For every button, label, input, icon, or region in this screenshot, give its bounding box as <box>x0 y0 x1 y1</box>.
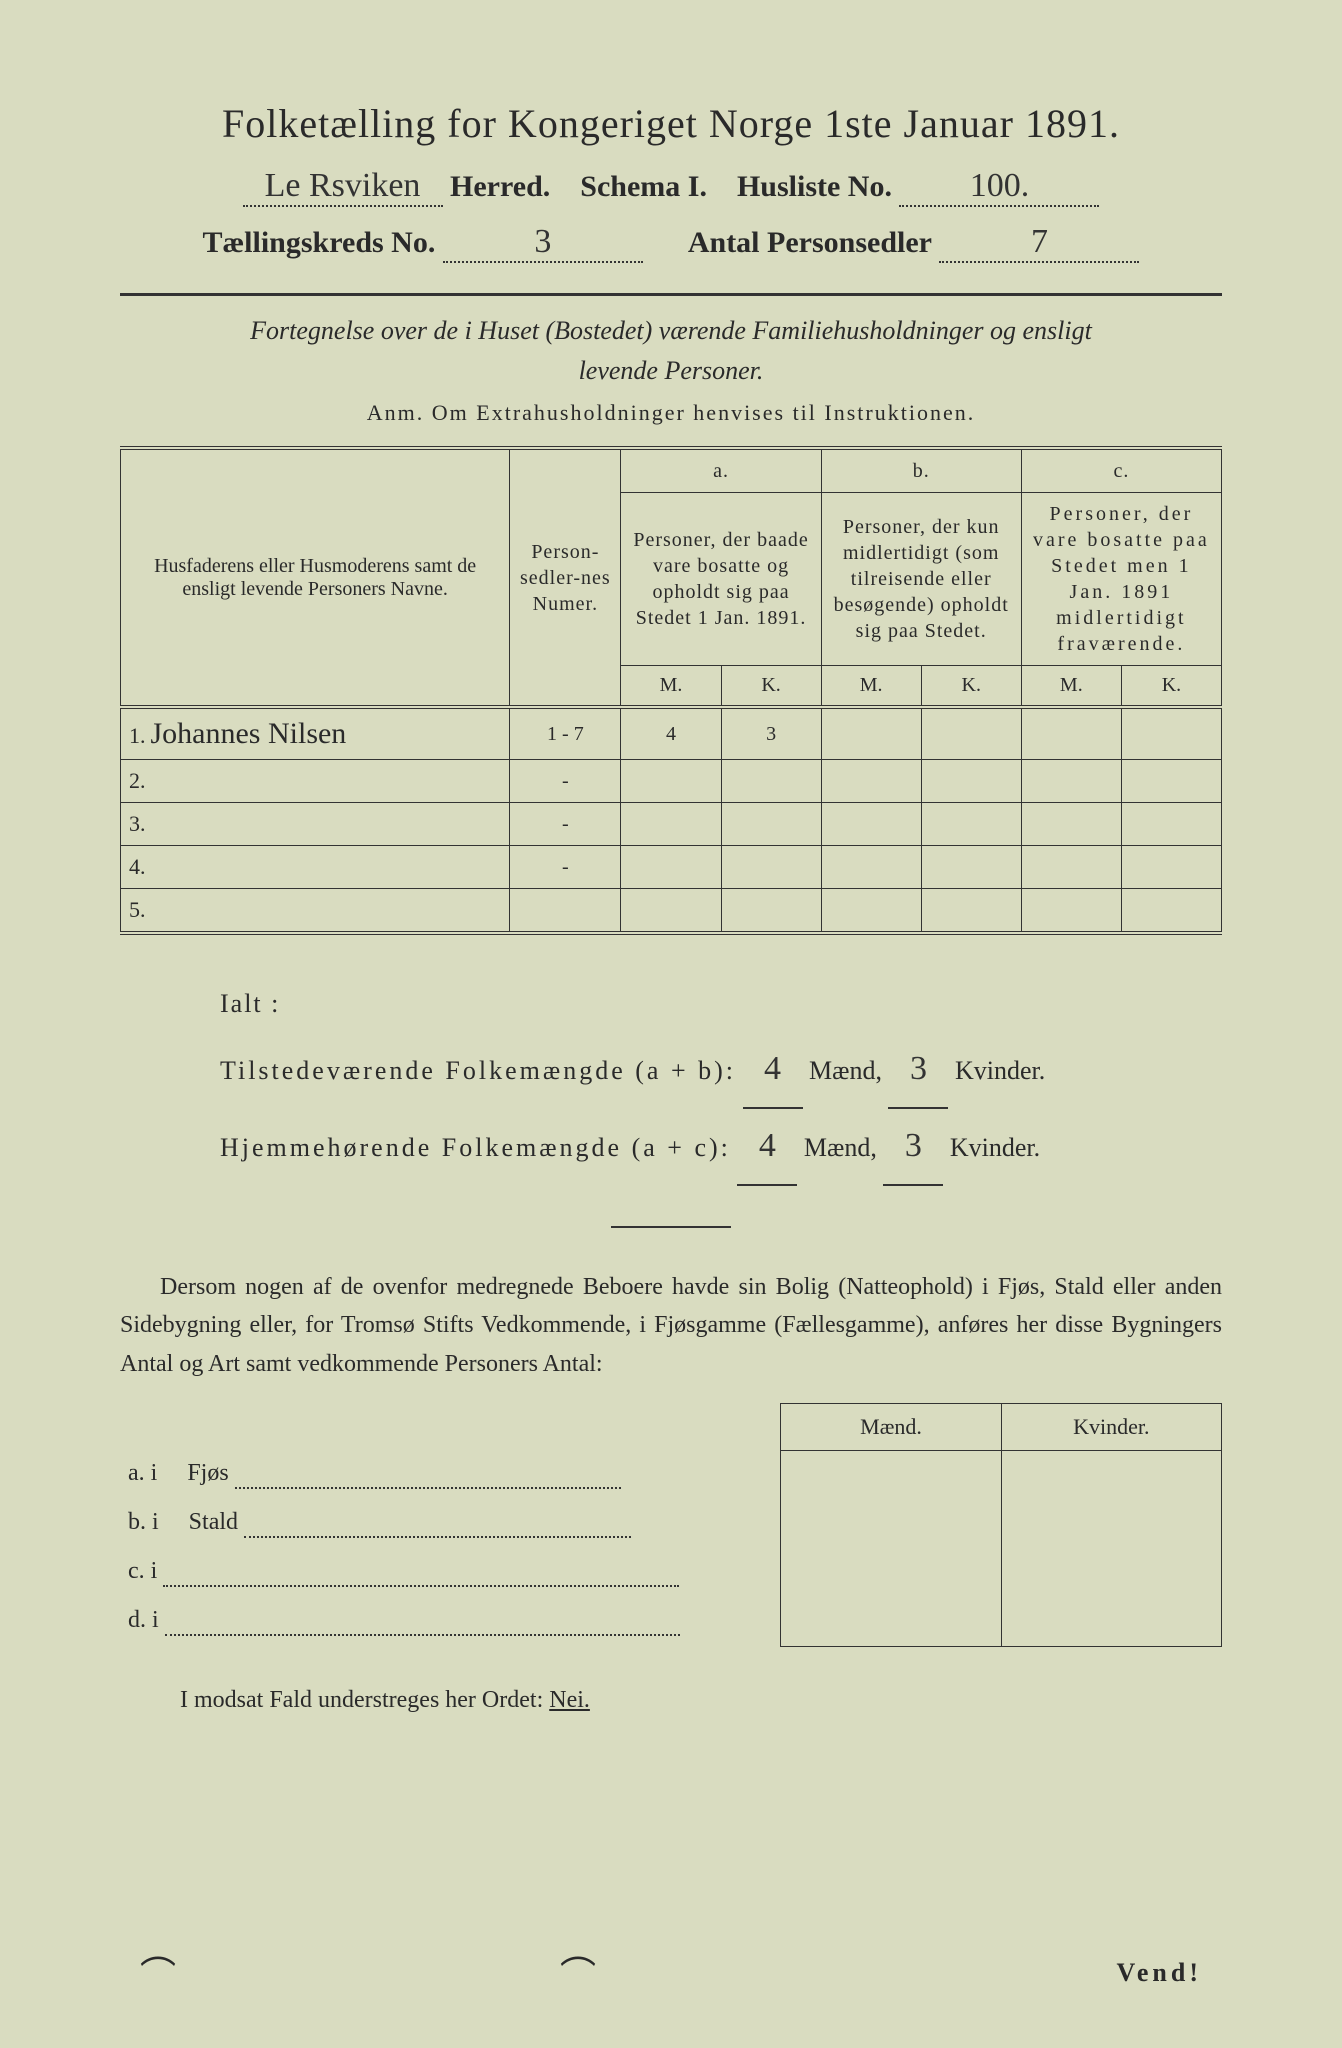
col-a-k: K. <box>721 666 821 708</box>
paragraph: Dersom nogen af de ovenfor medregnede Be… <box>120 1268 1222 1383</box>
col-a-m: M. <box>621 666 721 708</box>
antal-label: Antal Personsedler <box>688 226 932 259</box>
table-row: 1. Johannes Nilsen 1 - 7 4 3 <box>121 707 1222 760</box>
herred-label: Herred. <box>450 170 550 203</box>
hjemme-m: 4 <box>737 1109 797 1186</box>
dots <box>163 1558 679 1587</box>
col-c-header: Personer, der vare bosatte paa Stedet me… <box>1021 493 1221 666</box>
row-num: 2. <box>129 768 146 793</box>
schema-label: Schema I. <box>580 170 707 203</box>
row-num: 5. <box>129 897 146 922</box>
side-row: c. i <box>120 1548 1222 1597</box>
husliste-label: Husliste No. <box>737 170 892 203</box>
vend-label: Vend! <box>1116 1958 1202 1988</box>
col-c-top: c. <box>1021 448 1221 493</box>
row-name-text: Johannes Nilsen <box>151 717 347 750</box>
row-bk <box>921 707 1021 760</box>
row-ak: 3 <box>721 707 821 760</box>
side-row: a. i Fjøs <box>120 1450 1222 1499</box>
ialt-label: Ialt : <box>220 975 1222 1032</box>
kreds-value: 3 <box>443 223 643 263</box>
side-row-type: Stald <box>189 1509 238 1535</box>
hjemme-k: 3 <box>883 1109 943 1186</box>
household-table: Husfaderens eller Husmoderens samt de en… <box>120 446 1222 935</box>
footer-nei: Nei. <box>549 1687 590 1713</box>
hjemme-line: Hjemmehørende Folkemængde (a + c): 4 Mæn… <box>220 1109 1222 1186</box>
side-kvinder: Kvinder. <box>1001 1403 1221 1450</box>
table-row: 5. <box>121 889 1222 934</box>
row-name: 4. <box>121 846 510 889</box>
dots <box>235 1460 622 1489</box>
footer-line: I modsat Fald understreges her Ordet: Ne… <box>120 1687 1222 1714</box>
antal-value: 7 <box>939 223 1139 263</box>
col-c-k: K. <box>1121 666 1221 708</box>
kreds-line: Tællingskreds No. 3 Antal Personsedler 7 <box>120 223 1222 263</box>
tilstede-line: Tilstedeværende Folkemængde (a + b): 4 M… <box>220 1032 1222 1109</box>
row-pnum: - <box>510 803 621 846</box>
mark-icon: ⌒ <box>560 1946 596 1998</box>
col-b-top: b. <box>821 448 1021 493</box>
side-row: d. i <box>120 1597 1222 1646</box>
side-row-label: c. i <box>128 1558 157 1584</box>
husliste-value: 100. <box>899 167 1099 207</box>
dots <box>244 1509 631 1538</box>
side-row-label: b. i <box>128 1509 159 1535</box>
kvinder-label: Kvinder. <box>950 1133 1040 1162</box>
col-b-k: K. <box>921 666 1021 708</box>
kreds-label: Tællingskreds No. <box>203 226 436 259</box>
tilstede-m: 4 <box>743 1032 803 1109</box>
census-form-page: Folketælling for Kongeriget Norge 1ste J… <box>0 0 1342 2048</box>
side-maend: Mænd. <box>781 1403 1001 1450</box>
col-name-header: Husfaderens eller Husmoderens samt de en… <box>121 448 510 707</box>
main-title: Folketælling for Kongeriget Norge 1ste J… <box>120 100 1222 147</box>
maend-label: Mænd, <box>809 1056 882 1085</box>
col-c-m: M. <box>1021 666 1121 708</box>
side-building-table: Mænd. Kvinder. a. i Fjøs b. i Stald c. i <box>120 1403 1222 1647</box>
row-name: 1. Johannes Nilsen <box>121 707 510 760</box>
col-a-header: Personer, der baade vare bosatte og opho… <box>621 493 821 666</box>
row-name: 5. <box>121 889 510 934</box>
row-pnum: - <box>510 760 621 803</box>
tilstede-label: Tilstedeværende Folkemængde (a + b): <box>220 1056 736 1085</box>
herred-value: Le Rsviken <box>243 167 443 207</box>
anm-line: Anm. Om Extrahusholdninger henvises til … <box>120 400 1222 426</box>
row-ck <box>1121 707 1221 760</box>
side-row-label: a. i <box>128 1460 157 1486</box>
herred-line: Le Rsviken Herred. Schema I. Husliste No… <box>120 167 1222 207</box>
kvinder-label: Kvinder. <box>955 1056 1045 1085</box>
col-a-top: a. <box>621 448 821 493</box>
row-num: 4. <box>129 854 146 879</box>
row-cm <box>1021 707 1121 760</box>
side-row-label: d. i <box>128 1607 159 1633</box>
col-name-text: Husfaderens eller Husmoderens samt de en… <box>154 555 476 600</box>
table-row: 3. - <box>121 803 1222 846</box>
divider <box>120 293 1222 296</box>
subtitle-line2: levende Personer. <box>120 356 1222 386</box>
row-num: 3. <box>129 811 146 836</box>
table-row: 2. - <box>121 760 1222 803</box>
table-row: 4. - <box>121 846 1222 889</box>
row-pnum: - <box>510 846 621 889</box>
footer-text: I modsat Fald understreges her Ordet: <box>180 1687 543 1713</box>
row-num: 1. <box>129 723 146 748</box>
row-bm <box>821 707 921 760</box>
tilstede-k: 3 <box>888 1032 948 1109</box>
row-am: 4 <box>621 707 721 760</box>
col-b-m: M. <box>821 666 921 708</box>
col-num-header: Person-sedler-nes Numer. <box>510 448 621 707</box>
maend-label: Mænd, <box>804 1133 877 1162</box>
mark-icon: ⌒ <box>140 1946 176 1998</box>
subtitle-line1: Fortegnelse over de i Huset (Bostedet) v… <box>120 316 1222 346</box>
side-row: b. i Stald <box>120 1499 1222 1548</box>
dots <box>165 1607 681 1636</box>
hjemme-label: Hjemmehørende Folkemængde (a + c): <box>220 1133 731 1162</box>
row-name: 3. <box>121 803 510 846</box>
col-b-header: Personer, der kun midlertidigt (som tilr… <box>821 493 1021 666</box>
short-divider <box>611 1226 731 1228</box>
row-pnum: 1 - 7 <box>510 707 621 760</box>
side-row-type: Fjøs <box>187 1460 228 1486</box>
totals-block: Ialt : Tilstedeværende Folkemængde (a + … <box>120 975 1222 1186</box>
row-pnum <box>510 889 621 934</box>
row-name: 2. <box>121 760 510 803</box>
